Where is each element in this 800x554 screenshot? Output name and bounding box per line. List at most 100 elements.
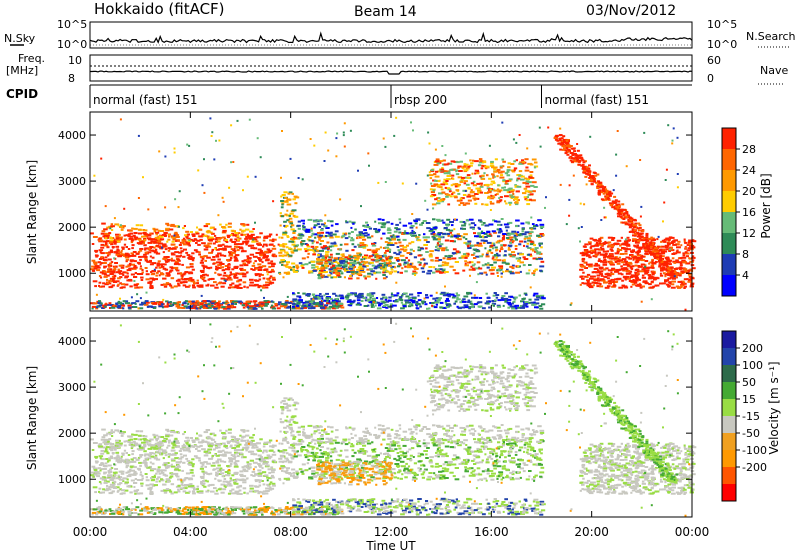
power-echo-cell	[213, 281, 217, 284]
power-echo-cell	[455, 292, 458, 295]
power-echo-cell	[302, 225, 305, 228]
power-echo-cell	[589, 275, 594, 278]
power-echo-cell	[640, 300, 643, 303]
power-echo-cell	[592, 284, 595, 287]
power-echo-cell	[623, 258, 627, 261]
power-echo-cell	[485, 263, 490, 266]
power-echo-cell	[125, 254, 130, 257]
power-echo-cell	[128, 237, 131, 240]
power-echo-cell	[599, 181, 603, 184]
power-echo-cell	[217, 264, 222, 267]
power-echo-cell	[530, 301, 534, 304]
power-echo-cell	[488, 177, 492, 180]
power-echo-cell	[387, 299, 391, 302]
power-echo-cell	[385, 275, 388, 278]
power-echo-cell	[524, 302, 529, 305]
power-echo-cell	[405, 295, 410, 298]
power-echo-cell	[260, 305, 264, 307]
power-echo-cell	[590, 179, 594, 182]
power-echo-cell	[425, 251, 429, 253]
power-echo-cell	[135, 300, 140, 303]
power-echo-cell	[350, 300, 356, 303]
power-echo-cell	[402, 246, 408, 249]
power-echo-cell	[418, 263, 422, 266]
power-echo-cell	[305, 294, 310, 297]
power-echo-cell	[265, 244, 268, 247]
power-echo-cell	[651, 248, 655, 251]
power-echo-cell	[287, 305, 291, 308]
power-echo-cell	[453, 228, 456, 231]
power-echo-cell	[144, 300, 149, 303]
power-echo-cell	[428, 229, 434, 232]
power-echo-cell	[290, 268, 293, 271]
power-echo-cell	[495, 248, 499, 251]
power-echo-cell	[153, 246, 156, 249]
power-echo-cell	[258, 252, 261, 255]
power-echo-cell	[506, 170, 510, 173]
power-echo-cell	[478, 244, 483, 247]
power-echo-cell	[95, 307, 99, 310]
power-echo-cell	[271, 263, 276, 265]
power-echo-cell	[259, 259, 262, 262]
power-echo-cell	[583, 261, 587, 264]
power-echo-cell	[579, 263, 584, 266]
power-echo-cell	[526, 196, 529, 199]
power-echo-cell	[338, 248, 342, 251]
power-echo-cell	[295, 307, 301, 310]
power-echo-cell	[210, 302, 215, 305]
power-echo-cell	[647, 266, 652, 269]
power-echo-cell	[480, 176, 483, 179]
power-echo-cell	[459, 220, 463, 223]
power-echo-cell	[507, 233, 511, 236]
power-echo-cell	[517, 259, 521, 262]
power-echo-cell	[318, 226, 322, 228]
power-echo-cell	[300, 219, 305, 222]
power-echo-cell	[102, 262, 107, 264]
power-echo-cell	[350, 226, 353, 229]
power-echo-cell	[449, 240, 455, 243]
power-echo-cell	[407, 266, 412, 269]
power-echo-cell	[478, 242, 482, 245]
power-echo-cell	[111, 279, 115, 282]
power-echo-cell	[345, 220, 348, 223]
power-echo-cell	[181, 278, 186, 281]
power-echo-cell	[583, 203, 586, 206]
power-echo-cell	[192, 280, 196, 283]
power-echo-cell	[617, 272, 622, 275]
power-echo-cell	[623, 268, 629, 271]
power-echo-cell	[497, 171, 503, 174]
power-echo-cell	[624, 242, 629, 245]
power-echo-cell	[477, 273, 480, 276]
power-echo-cell	[660, 245, 665, 248]
power-echo-cell	[289, 254, 293, 257]
power-echo-cell	[598, 242, 602, 245]
power-echo-cell	[344, 260, 348, 263]
power-echo-cell	[596, 244, 599, 247]
power-echo-cell	[440, 170, 445, 173]
power-echo-cell	[649, 242, 653, 245]
power-echo-cell	[384, 264, 390, 267]
power-echo-cell	[302, 301, 306, 304]
power-echo-cell	[627, 277, 632, 280]
power-echo-cell	[199, 303, 204, 305]
power-echo-cell	[351, 243, 355, 246]
power-echo-cell	[311, 269, 317, 272]
power-echo-cell	[214, 301, 217, 304]
power-echo-cell	[132, 306, 138, 308]
power-echo-cell	[94, 249, 99, 252]
power-echo-cell	[675, 285, 680, 288]
power-echo-cell	[350, 237, 353, 239]
power-echo-cell	[655, 250, 659, 253]
power-echo-cell	[513, 160, 516, 163]
power-echo-cell	[318, 300, 322, 303]
power-echo-cell	[101, 304, 106, 307]
power-echo-cell	[145, 273, 150, 276]
power-echo-cell	[443, 227, 448, 229]
power-echo-cell	[127, 306, 132, 309]
power-echo-cell	[246, 175, 249, 178]
power-echo-cell	[570, 302, 573, 305]
power-echo-cell	[288, 266, 293, 269]
power-echo-cell	[514, 232, 518, 235]
power-echo-cell	[343, 122, 346, 125]
power-echo-cell	[381, 218, 385, 221]
